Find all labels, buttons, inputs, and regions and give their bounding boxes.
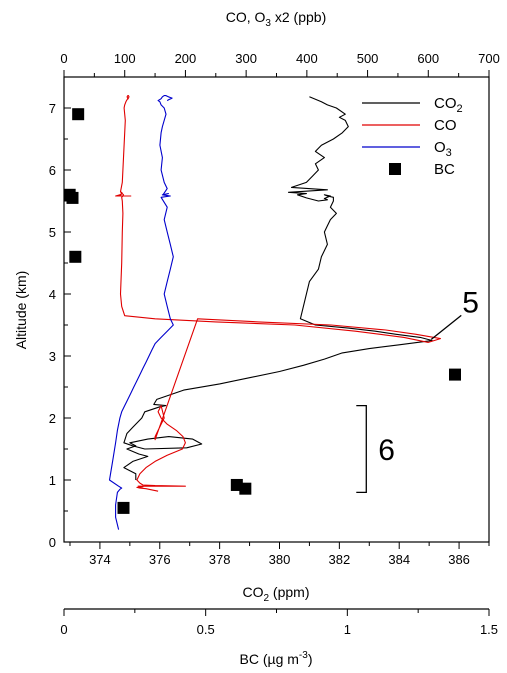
y-tick-label: 6	[49, 163, 56, 178]
bc-tick-label: 1	[344, 622, 351, 637]
bc-point	[117, 501, 130, 514]
bottom-axis-label: CO2 (ppm)	[242, 584, 309, 604]
annotations: 56	[356, 286, 479, 494]
legend-co-label: CO	[434, 117, 457, 134]
top-tick-label: 100	[114, 51, 136, 66]
bottom-tick-label: 374	[89, 552, 111, 567]
y-tick-label: 0	[49, 535, 56, 550]
bottom-tick-label: 376	[149, 552, 171, 567]
legend-bc-swatch	[389, 163, 401, 175]
plot-border	[63, 76, 490, 543]
bc-axis-label: BC (µg m-3)	[240, 650, 313, 667]
bc-point	[239, 482, 252, 495]
legend-co2-label: CO2	[434, 95, 463, 115]
bottom-tick-label: 382	[329, 552, 351, 567]
left-axis-label: Altitude (km)	[13, 271, 29, 350]
y-tick-label: 3	[49, 349, 56, 364]
bc-tick-label: 1.5	[480, 622, 498, 637]
top-tick-label: 300	[235, 51, 257, 66]
bc-point	[449, 368, 461, 381]
top-tick-label: 0	[60, 51, 67, 66]
bc-markers	[63, 108, 461, 514]
y-tick-label: 7	[49, 101, 56, 116]
bottom-tick-label: 380	[269, 552, 291, 567]
series-layer	[108, 95, 441, 530]
series-o3-line	[108, 95, 174, 530]
top-tick-label: 200	[175, 51, 197, 66]
bc-tick-label: 0	[60, 622, 67, 637]
series-co2-line	[123, 96, 433, 480]
bottom-tick-label: 378	[209, 552, 231, 567]
legend: CO2 CO O3 BC	[362, 95, 463, 178]
annotation-5-label: 5	[462, 286, 479, 319]
bottom-tick-label: 384	[388, 552, 410, 567]
bottom-tick-label: 386	[448, 552, 470, 567]
bc-point	[66, 191, 79, 204]
annotation-5-pointer	[430, 314, 462, 340]
top-axis-label: CO, O3 x2 (ppb)	[226, 9, 326, 29]
legend-bc-label: BC	[434, 161, 455, 178]
y-tick-label: 1	[49, 473, 56, 488]
legend-o3-label: O3	[434, 139, 452, 159]
top-tick-label: 700	[478, 51, 500, 66]
y-tick-label: 2	[49, 411, 56, 426]
plot-frame	[63, 76, 490, 610]
annotation-6-bracket	[356, 404, 367, 494]
top-tick-label: 500	[357, 51, 379, 66]
series-co-line	[115, 95, 441, 492]
top-tick-label: 400	[296, 51, 318, 66]
annotation-6-label: 6	[378, 434, 395, 467]
bc-point	[69, 250, 82, 263]
bc-point	[72, 108, 85, 121]
bc-tick-label: 0.5	[197, 622, 215, 637]
y-tick-label: 5	[49, 225, 56, 240]
top-tick-label: 600	[417, 51, 439, 66]
y-tick-label: 4	[49, 287, 56, 302]
